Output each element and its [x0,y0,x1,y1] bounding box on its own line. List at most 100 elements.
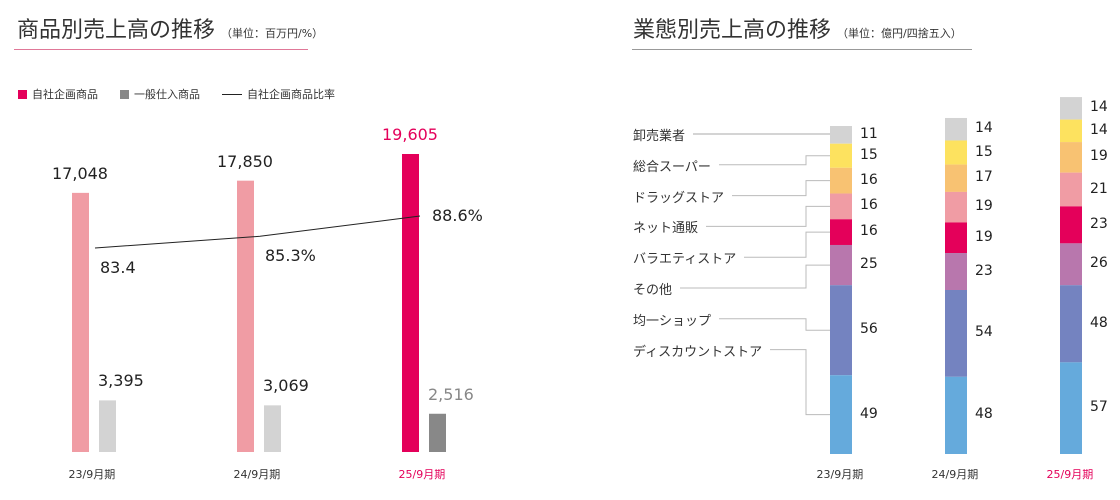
x-label-1: 24/9月期 [233,468,281,481]
bar-general-1 [264,405,281,452]
x-label-right-0: 23/9月期 [816,468,864,481]
segment-value-0-0: 11 [860,125,878,142]
category-label-2: ドラッグストア [633,190,725,206]
segment-value-4-1: 19 [975,228,993,245]
segment-value-6-0: 56 [860,321,878,338]
left-title-rule [14,49,308,50]
x-label-0: 23/9月期 [68,468,116,481]
legend-own: 自社企画商品 [18,86,98,102]
segment-6-2 [1060,285,1082,363]
label-general-1: 3,069 [263,376,309,396]
segment-5-0 [830,244,852,286]
segment-value-5-0: 25 [860,256,878,273]
segment-6-1 [945,290,967,377]
connector-7 [770,349,830,416]
legend: 自社企画商品 一般仕入商品 自社企画商品比率 [18,86,335,102]
segment-value-7-2: 57 [1090,399,1108,416]
bar-own-0 [72,192,89,452]
segment-5-2 [1060,243,1082,286]
segment-value-0-2: 14 [1090,99,1108,116]
segment-value-3-1: 19 [975,198,993,215]
legend-ratio-line [222,93,242,95]
legend-ratio-label: 自社企画商品比率 [247,88,335,101]
legend-own-label: 自社企画商品 [32,88,98,101]
x-label-right-1: 24/9月期 [931,468,979,481]
x-label-right-2: 25/9月期 [1046,468,1094,481]
segment-2-1 [945,164,967,192]
bar-general-0 [99,400,116,452]
segment-value-5-1: 23 [975,262,993,279]
category-label-3: ネット通販 [633,221,699,237]
left-unit: （単位：百万円/%） [221,27,324,40]
label-general-0: 3,395 [98,371,144,391]
connector-5 [680,264,830,289]
segment-3-2 [1060,172,1082,207]
segment-value-1-2: 14 [1090,121,1108,138]
label-general-2: 2,516 [428,384,474,404]
segment-3-1 [945,191,967,223]
category-label-0: 卸売業者 [633,129,686,144]
segment-1-2 [1060,119,1082,143]
segment-0-2 [1060,97,1082,120]
segment-value-5-2: 26 [1090,255,1108,272]
ratio-line [94,215,421,249]
segment-value-2-0: 16 [860,171,878,188]
segment-5-1 [945,253,967,290]
legend-general-swatch [120,89,129,99]
segment-value-0-1: 14 [975,120,993,137]
category-label-6: 均一ショップ [633,313,712,329]
segment-value-6-1: 54 [975,324,993,341]
segment-value-7-1: 48 [975,406,993,423]
segment-value-3-0: 16 [860,197,878,214]
connector-3 [706,205,830,227]
segment-value-4-2: 23 [1090,215,1108,232]
segment-value-4-0: 16 [860,223,878,240]
legend-own-swatch [18,89,27,99]
connector-6 [719,318,830,331]
segment-7-0 [830,375,852,454]
segment-1-1 [945,140,967,165]
category-label-1: 総合スーパー [633,159,711,175]
ratio-label-2: 88.6% [432,206,483,225]
connector-1 [719,155,830,166]
right-title-text: 業態別売上高の推移 [633,18,832,43]
right-unit: （単位：億円/四捨五入） [837,27,962,40]
segment-4-2 [1060,206,1082,244]
segment-3-0 [830,193,852,220]
segment-1-0 [830,143,852,168]
connector-2 [732,180,830,197]
right-title-rule [632,49,972,50]
left-title-text: 商品別売上高の推移 [17,18,216,43]
segment-0-1 [945,117,967,141]
segment-value-3-2: 21 [1090,180,1108,197]
segment-6-0 [830,285,852,376]
segment-2-2 [1060,142,1082,173]
category-label-4: バラエティストア [633,252,737,268]
segment-value-1-0: 15 [860,146,878,163]
segment-value-1-1: 15 [975,143,993,160]
segment-0-0 [830,126,852,144]
connector-4 [744,231,830,258]
legend-ratio: 自社企画商品比率 [222,86,335,102]
category-label-7: ディスカウントストア [633,344,763,360]
segment-7-1 [945,376,967,454]
segment-7-2 [1060,362,1082,454]
bar-general-2 [429,413,446,452]
label-own-0: 17,048 [52,163,108,183]
segment-4-0 [830,219,852,245]
label-own-1: 17,850 [217,151,273,171]
segment-value-6-2: 48 [1090,314,1108,331]
x-label-2: 25/9月期 [398,468,446,481]
category-label-5: その他 [633,283,673,298]
ratio-label-0: 83.4 [100,258,136,277]
ratio-label-1: 85.3% [265,246,316,265]
segment-value-2-1: 17 [975,169,993,186]
bar-own-1 [237,180,254,452]
label-own-2: 19,605 [382,125,438,144]
right-chart-title: 業態別売上高の推移 （単位：億円/四捨五入） [633,12,962,44]
left-chart-title: 商品別売上高の推移 （単位：百万円/%） [17,12,323,44]
legend-general-label: 一般仕入商品 [134,88,200,101]
segment-2-0 [830,167,852,194]
bar-own-2 [402,154,419,452]
